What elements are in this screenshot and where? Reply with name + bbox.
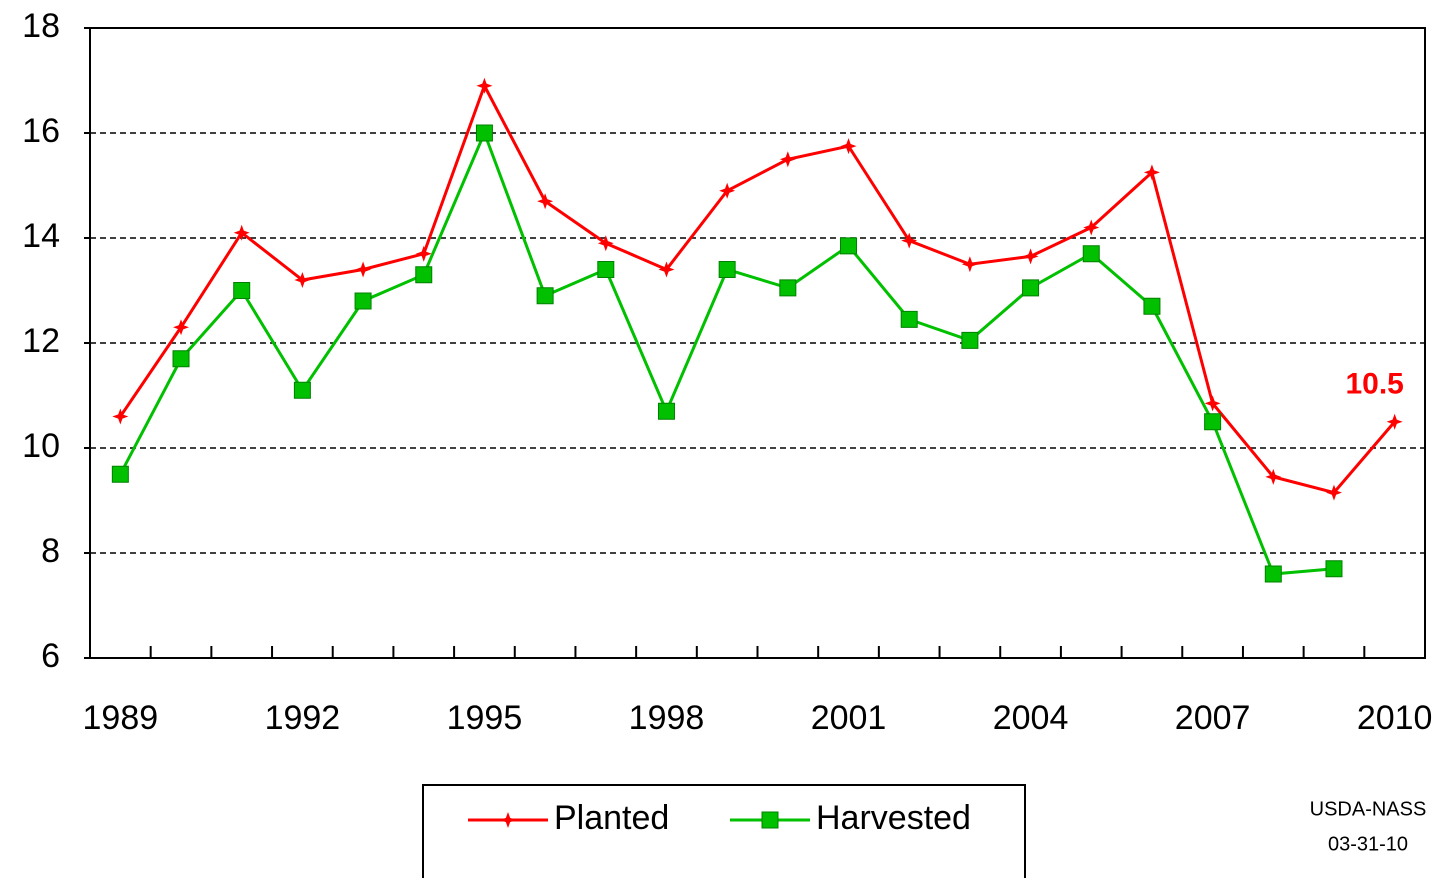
marker (761, 811, 779, 829)
marker (415, 266, 433, 284)
x-tick-label: 1995 (447, 699, 523, 737)
marker (1264, 565, 1282, 583)
marker (1143, 164, 1160, 181)
y-tick-label: 16 (22, 112, 60, 150)
marker (1082, 245, 1100, 263)
source-text: USDA-NASS (1310, 798, 1427, 820)
marker (779, 279, 797, 297)
marker (476, 77, 493, 94)
marker (961, 256, 978, 273)
marker (657, 402, 675, 420)
marker (293, 381, 311, 399)
source-date: 03-31-10 (1328, 833, 1408, 855)
marker (597, 261, 615, 278)
marker (112, 408, 129, 425)
y-tick-label: 18 (22, 7, 60, 45)
marker (415, 245, 432, 262)
legend-label: Harvested (816, 799, 971, 837)
marker (1204, 395, 1221, 412)
y-tick-label: 8 (41, 532, 60, 570)
marker (500, 812, 516, 828)
marker (1325, 484, 1342, 501)
marker (1022, 248, 1039, 265)
x-tick-label: 1992 (265, 699, 341, 737)
legend-label: Planted (554, 799, 669, 837)
marker (779, 151, 796, 168)
marker (354, 292, 372, 310)
marker (840, 237, 858, 255)
marker (840, 138, 857, 155)
legend-box (422, 784, 1026, 883)
marker (355, 261, 372, 278)
marker (1204, 413, 1222, 431)
marker (900, 310, 918, 328)
x-tick-label: 1998 (629, 699, 705, 737)
marker (597, 235, 614, 252)
marker (961, 331, 979, 349)
marker (658, 261, 675, 278)
marker (173, 319, 190, 336)
marker (172, 350, 190, 368)
y-tick-label: 10 (22, 427, 60, 465)
marker (233, 282, 251, 299)
marker (1143, 297, 1161, 315)
marker (294, 272, 311, 288)
data-label: 10.5 (1345, 368, 1403, 401)
marker (1386, 413, 1403, 430)
y-tick-label: 14 (22, 217, 60, 255)
marker (475, 124, 493, 142)
y-tick-label: 12 (22, 322, 60, 360)
y-tick-label: 6 (41, 637, 60, 675)
x-tick-label: 2001 (811, 699, 887, 737)
marker (1022, 279, 1040, 297)
marker (719, 182, 736, 199)
marker (1325, 560, 1343, 578)
marker (1083, 219, 1100, 236)
marker (111, 465, 129, 483)
marker (1265, 468, 1282, 485)
marker (233, 224, 250, 241)
marker (901, 232, 918, 249)
marker (536, 287, 554, 305)
x-tick-label: 2010 (1357, 699, 1433, 737)
series-line (119, 128, 1335, 576)
marker (718, 261, 736, 278)
x-tick-label: 2007 (1175, 699, 1251, 737)
marker (537, 193, 554, 210)
x-tick-label: 1989 (83, 699, 159, 737)
x-tick-label: 2004 (993, 699, 1069, 737)
series-line (119, 82, 1396, 495)
